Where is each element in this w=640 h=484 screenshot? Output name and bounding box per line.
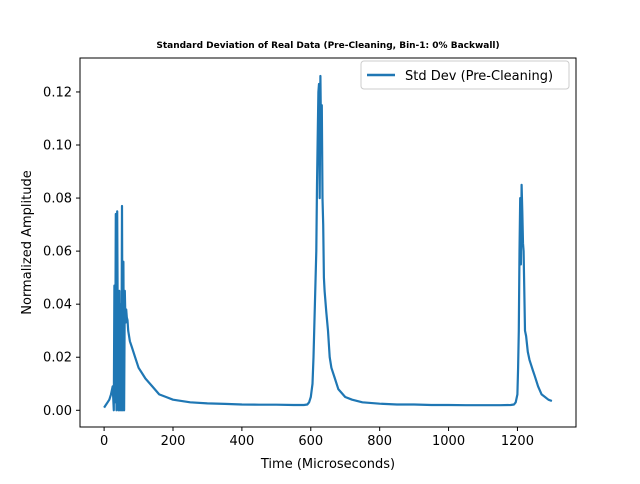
x-tick-label: 400: [229, 434, 254, 449]
y-tick-label: 0.12: [43, 85, 72, 100]
legend-box: [360, 60, 570, 90]
x-axis: 0 200 400 600 800 1000 1200: [100, 427, 534, 449]
y-tick-label: 0.08: [43, 192, 72, 207]
x-tick-label: 0: [100, 434, 108, 449]
y-axis: 0.00 0.02 0.04 0.06 0.08 0.10 0.12: [43, 85, 80, 419]
series-line-0: [103, 74, 553, 412]
x-axis-label: Time (Microseconds): [260, 457, 395, 472]
legend-label: Std Dev (Pre-Cleaning): [405, 69, 553, 84]
y-tick-label: 0.06: [43, 245, 72, 260]
legend: Std Dev (Pre-Cleaning): [360, 60, 570, 90]
x-tick-label: 800: [367, 434, 392, 449]
x-tick-label: 1200: [501, 434, 534, 449]
y-tick-label: 0.10: [43, 139, 72, 154]
axes-frame: [79, 57, 577, 428]
plot-area: [103, 74, 553, 412]
y-tick-label: 0.02: [43, 351, 72, 366]
x-tick-label: 600: [298, 434, 323, 449]
y-axis-label: Normalized Amplitude: [20, 170, 35, 314]
chart-title: Standard Deviation of Real Data (Pre-Cle…: [156, 41, 499, 51]
y-tick-label: 0.00: [43, 404, 72, 419]
x-tick-label: 200: [161, 434, 186, 449]
x-tick-label: 1000: [432, 434, 465, 449]
y-tick-label: 0.04: [43, 298, 72, 313]
